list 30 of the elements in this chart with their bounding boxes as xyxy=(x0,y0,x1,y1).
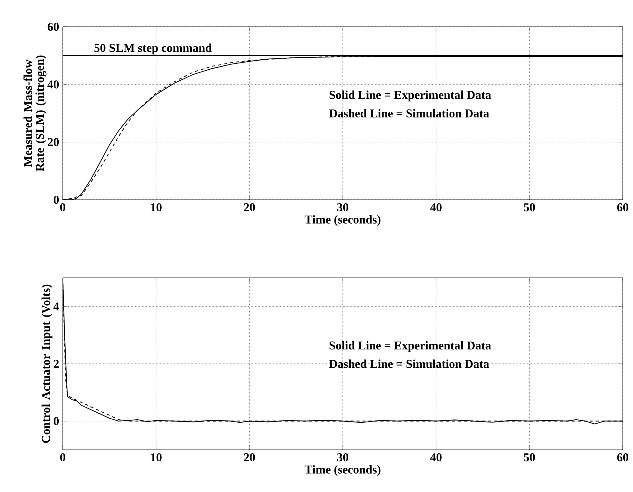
x-tick-label: 50 xyxy=(524,454,536,462)
y-tick-label: 0 xyxy=(54,417,60,426)
annotation: Solid Line = Experimental Data xyxy=(330,341,492,352)
x-tick-label: 60 xyxy=(617,454,629,462)
x-axis-title: Time (seconds) xyxy=(304,215,381,226)
x-tick-label: 40 xyxy=(430,454,442,462)
x-tick-label: 20 xyxy=(244,454,256,462)
annotation: Dashed Line = Simulation Data xyxy=(329,109,490,118)
y-axis-title: Measured Mass-flow Rate (SLM) (nitrogen) xyxy=(24,56,47,172)
x-axis-title: Time (seconds) xyxy=(304,465,381,476)
annotation: Solid Line = Experimental Data xyxy=(330,90,492,102)
x-tick-label: 40 xyxy=(430,204,442,212)
y-tick-label: 60 xyxy=(48,22,60,32)
y-tick-label: 40 xyxy=(48,80,60,89)
x-tick-label: 30 xyxy=(337,204,349,212)
x-tick-label: 10 xyxy=(151,204,162,212)
x-tick-label: 0 xyxy=(60,204,66,212)
y-tick-label: 20 xyxy=(48,138,60,146)
y-tick-label: 4 xyxy=(54,302,60,311)
x-tick-label: 60 xyxy=(617,204,629,212)
x-tick-label: 10 xyxy=(151,454,162,462)
y-axis-title: Control Actuator Input (Volts) xyxy=(42,284,53,444)
y-tick-label: 2 xyxy=(54,360,59,368)
ref-line-label: 50 SLM step command xyxy=(94,44,212,55)
x-tick-label: 0 xyxy=(60,454,66,462)
x-tick-label: 30 xyxy=(337,454,349,462)
y-tick-label: 0 xyxy=(54,196,60,204)
x-tick-label: 50 xyxy=(524,204,536,212)
x-tick-label: 20 xyxy=(244,204,256,212)
annotation: Dashed Line = Simulation Data xyxy=(329,360,490,368)
